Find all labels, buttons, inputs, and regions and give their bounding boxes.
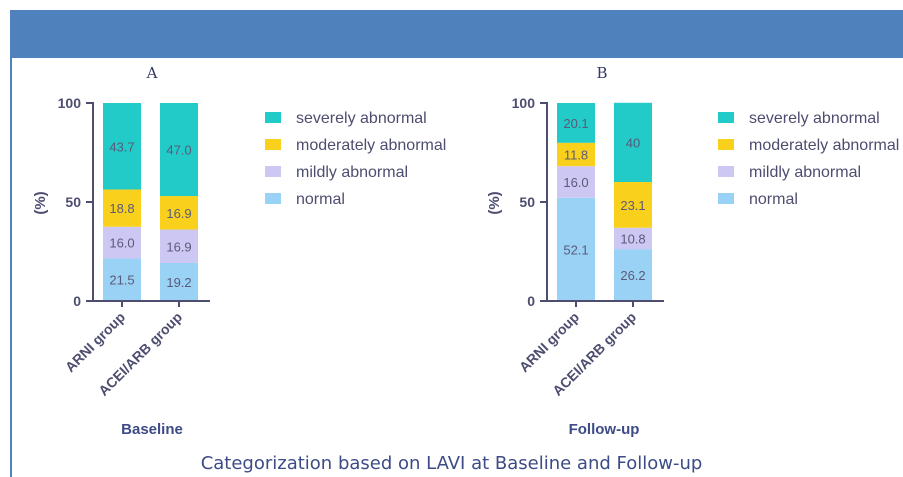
panel-b-label-acei-arb-group-normal: 26.2 — [620, 268, 645, 283]
panel-b-legend-swatch-moderately-abnormal — [718, 139, 734, 150]
panel-b-bar-arni-group-moderately-abnormal — [557, 142, 595, 167]
panel-a-y-tick-label-50: 50 — [65, 194, 81, 210]
panel-a-bar-arni-group-mildly-abnormal — [103, 226, 141, 259]
panel-a-label-arni-group-severely-abnormal: 43.7 — [109, 139, 134, 154]
panel-a-bar-arni-group-moderately-abnormal — [103, 189, 141, 227]
panel-a-bar-acei-arb-group-normal — [160, 262, 198, 301]
panel-b-x-axis-title: Follow-up — [569, 421, 640, 438]
panel-a-bar-acei-arb-group-severely-abnormal — [160, 103, 198, 197]
panel-a-label-arni-group-moderately-abnormal: 18.8 — [109, 201, 134, 216]
figure-caption: Categorization based on LAVI at Baseline… — [200, 453, 703, 474]
panel-a-legend-swatch-mildly-abnormal — [265, 166, 281, 177]
panel-b-legend-label-normal: normal — [749, 191, 798, 208]
panel-a-label-acei-arb-group-mildly-abnormal: 16.9 — [166, 239, 191, 254]
panel-a-y-axis-label: (%) — [32, 191, 49, 214]
top-banner — [10, 10, 903, 58]
panel-a-label-acei-arb-group-normal: 19.2 — [166, 275, 191, 290]
panel-b-label-arni-group-severely-abnormal: 20.1 — [563, 116, 588, 131]
panel-b-y-tick-label-0: 0 — [527, 293, 535, 309]
panel-b-legend-label-moderately-abnormal: moderately abnormal — [749, 137, 899, 154]
panel-b-bar-acei-arb-group-mildly-abnormal — [614, 227, 652, 250]
left-border-rule — [10, 58, 12, 477]
panel-a-bar-arni-group-severely-abnormal — [103, 103, 141, 190]
panel-b-legend-swatch-mildly-abnormal — [718, 166, 734, 177]
panel-b-label-arni-group-mildly-abnormal: 16.0 — [563, 175, 588, 190]
panel-b-label-acei-arb-group-moderately-abnormal: 23.1 — [620, 198, 645, 213]
panel-a-legend-label-moderately-abnormal: moderately abnormal — [296, 137, 446, 154]
panel-b-label-acei-arb-group-severely-abnormal: 40 — [626, 135, 640, 150]
panel-b-legend-label-severely-abnormal: severely abnormal — [749, 110, 880, 127]
panel-b-y-axis-label: (%) — [486, 191, 503, 214]
panel-b-bar-arni-group-normal — [557, 197, 595, 301]
panel-a-legend-label-normal: normal — [296, 191, 345, 208]
panel-b-bar-acei-arb-group-normal — [614, 249, 652, 301]
panel-b-label-acei-arb-group-mildly-abnormal: 10.8 — [620, 231, 645, 246]
panel-a-bar-acei-arb-group-moderately-abnormal — [160, 196, 198, 230]
panel-b-label-arni-group-normal: 52.1 — [563, 242, 588, 257]
panel-b-legend-label-mildly-abnormal: mildly abnormal — [749, 164, 861, 181]
panel-a-y-tick-label-100: 100 — [58, 95, 82, 111]
panel-b-bar-acei-arb-group-severely-abnormal — [614, 102, 652, 183]
panel-b-y-tick-label-100: 100 — [512, 95, 536, 111]
panel-a-y-tick-label-0: 0 — [73, 293, 81, 309]
panel-a-legend-swatch-severely-abnormal — [265, 112, 281, 123]
panel-b-bar-arni-group-mildly-abnormal — [557, 166, 595, 198]
panel-b-legend-swatch-normal — [718, 193, 734, 204]
panel-a-bar-acei-arb-group-mildly-abnormal — [160, 229, 198, 263]
panel-a-bar-arni-group-normal — [103, 258, 141, 301]
panel-b-label-arni-group-moderately-abnormal: 11.8 — [564, 147, 588, 162]
panel-a-label-arni-group-normal: 21.5 — [109, 273, 134, 288]
panel-a-legend-label-mildly-abnormal: mildly abnormal — [296, 164, 408, 181]
panel-a-legend-swatch-normal — [265, 193, 281, 204]
panel-a-label-acei-arb-group-moderately-abnormal: 16.9 — [166, 206, 191, 221]
panel-b-legend-swatch-severely-abnormal — [718, 112, 734, 123]
panel-b-bar-arni-group-severely-abnormal — [557, 103, 595, 143]
panel-a-label-arni-group-mildly-abnormal: 16.0 — [109, 236, 134, 251]
panel-b-bar-acei-arb-group-moderately-abnormal — [614, 182, 652, 228]
panel-a-label-acei-arb-group-severely-abnormal: 47.0 — [166, 143, 191, 158]
panel-a-legend-label-severely-abnormal: severely abnormal — [296, 110, 427, 127]
panel-b-y-tick-label-50: 50 — [519, 194, 535, 210]
panel-b-letter: B — [596, 64, 607, 82]
panel-a-x-axis-title: Baseline — [121, 421, 183, 438]
panel-a-legend-swatch-moderately-abnormal — [265, 139, 281, 150]
panel-a-letter: A — [146, 64, 158, 82]
